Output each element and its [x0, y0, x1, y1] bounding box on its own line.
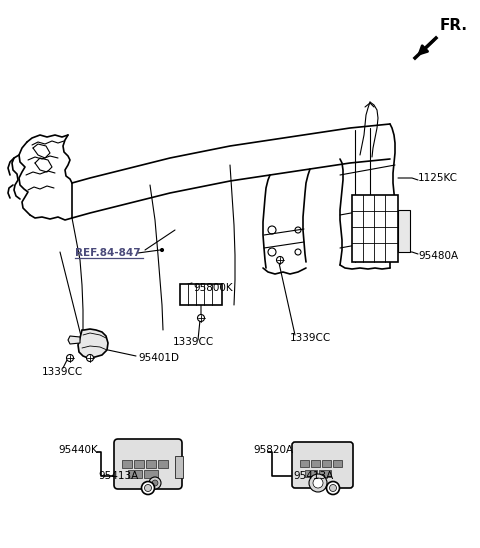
Circle shape	[313, 478, 323, 488]
Text: 95800K: 95800K	[193, 283, 233, 293]
Circle shape	[326, 482, 339, 494]
Text: 1339CC: 1339CC	[173, 337, 214, 347]
Bar	[352, 195, 398, 262]
Polygon shape	[78, 329, 108, 358]
Bar	[300, 460, 309, 467]
Text: 1339CC: 1339CC	[42, 367, 83, 377]
Text: 95480A: 95480A	[418, 251, 458, 261]
Bar	[128, 470, 142, 478]
Bar	[175, 456, 183, 478]
Circle shape	[142, 482, 155, 494]
Circle shape	[276, 256, 284, 264]
Circle shape	[309, 474, 327, 492]
Text: 95413A: 95413A	[98, 471, 138, 481]
Circle shape	[149, 477, 161, 489]
Polygon shape	[68, 336, 80, 344]
Circle shape	[329, 484, 336, 492]
Bar	[146, 460, 156, 468]
Text: 95820A: 95820A	[253, 445, 293, 455]
Bar	[311, 460, 320, 467]
Text: REF.84-847: REF.84-847	[75, 248, 141, 258]
Circle shape	[160, 248, 164, 252]
Bar	[319, 470, 331, 477]
Text: 95401D: 95401D	[138, 353, 179, 363]
Bar	[398, 210, 410, 252]
Circle shape	[144, 484, 152, 492]
Circle shape	[67, 355, 73, 362]
Text: FR.: FR.	[440, 18, 468, 33]
Bar	[158, 460, 168, 468]
Bar	[305, 470, 317, 477]
Bar	[144, 470, 158, 478]
FancyBboxPatch shape	[292, 442, 353, 488]
Text: 1339CC: 1339CC	[290, 333, 331, 343]
Text: 95413A: 95413A	[293, 471, 333, 481]
Bar	[122, 460, 132, 468]
Text: 1125KC: 1125KC	[418, 173, 458, 183]
Circle shape	[197, 315, 204, 322]
Circle shape	[86, 355, 94, 362]
Circle shape	[152, 480, 158, 486]
Text: 95440K: 95440K	[58, 445, 98, 455]
FancyBboxPatch shape	[114, 439, 182, 489]
Bar	[134, 460, 144, 468]
Bar	[180, 284, 222, 305]
Bar	[322, 460, 331, 467]
Bar	[333, 460, 342, 467]
